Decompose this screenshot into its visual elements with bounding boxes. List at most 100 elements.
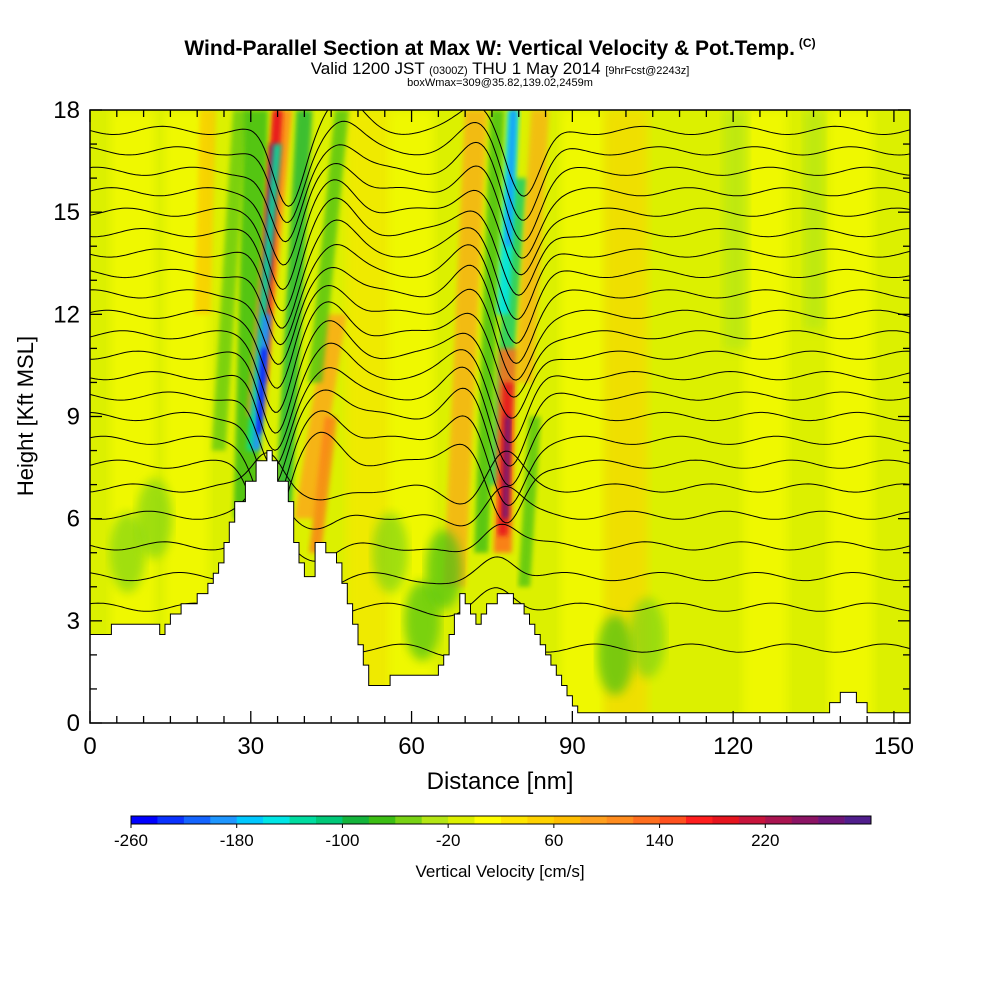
x-tick-label: 30 [237,733,264,760]
box-info: boxWmax=309@35.82,139.02,2459m [407,77,593,89]
colorbar-tick-label: 140 [645,831,673,850]
colorbar-swatch [368,816,396,824]
velocity-patch [136,478,173,559]
colorbar-swatch [580,816,608,824]
texture-streak [802,110,825,330]
theta-contour [90,342,910,451]
downdraft-band [274,110,313,519]
x-tick-label: 150 [874,733,914,760]
updraft-band [309,416,338,553]
theta-contour [90,179,910,291]
colorbar-swatch [316,816,343,824]
downdraft-band [308,110,349,383]
theta-contour [90,243,910,346]
theta-contour [90,387,910,488]
x-tick-label: 60 [398,733,425,760]
colorbar-swatch [686,816,713,824]
colorbar-tick-label: -260 [114,831,148,850]
texture-streak [561,110,606,723]
colorbar-swatch [157,816,185,824]
colorbar-swatch [818,816,845,824]
velocity-patch [109,512,146,593]
velocity-patch [404,580,441,661]
valid-utc: (0300Z) [429,65,468,77]
colorbar-swatch [183,816,211,824]
forecast-info: [9hrFcst@2243z] [605,65,690,77]
colorbar-swatch [236,816,264,824]
updraft-band [294,314,347,519]
y-tick-label: 0 [67,710,80,737]
colorbar-swatch [712,816,740,824]
theta-contour [90,120,910,223]
theta-contour [90,366,910,468]
x-tick-label: 120 [713,733,753,760]
colorbar-swatch [791,816,819,824]
theta-contour [90,141,910,243]
colorbar: -260 -180 -100 -20 60 140 220 [114,815,872,850]
downdraft-band [518,416,541,587]
texture-streak [110,110,155,723]
y-tick-label: 6 [67,506,80,533]
colorbar-frame [130,815,872,825]
copyright-mark: (C) [798,36,816,50]
velocity-patch [372,512,409,593]
colorbar-label: Vertical Velocity [cm/s] [415,862,585,881]
theta-contour [90,219,910,329]
colorbar-swatch [263,816,290,824]
colorbar-swatch [527,816,555,824]
colorbar-swatch [210,816,238,824]
colorbar-swatch [765,816,793,824]
texture-streak [722,110,749,350]
theta-contour [90,162,910,266]
y-axis: 0 3 6 9 12 15 18 [53,97,910,737]
y-tick-label: 12 [53,301,80,328]
updraft-band [443,110,487,587]
colorbar-tick-label: 220 [751,831,779,850]
colorbar-tick-label: -20 [436,831,461,850]
potential-temperature-contours [90,110,910,657]
texture-streak [743,110,788,723]
terrain-mask [90,450,910,723]
colorbar-swatch [606,816,634,824]
texture-streak [829,110,874,723]
colorbar-swatch [738,816,766,824]
colorbar-swatch [448,816,475,824]
colorbar-swatch [553,816,581,824]
downdraft-band [211,110,248,451]
theta-contour [90,264,910,365]
x-axis: 0 30 60 90 120 150 [83,110,914,760]
colorbar-swatch [289,816,317,824]
downdraft-core [256,348,267,434]
plot-area [90,110,910,723]
chart-title: Wind-Parallel Section at Max W: Vertical… [184,36,816,60]
y-tick-label: 9 [67,404,80,431]
y-tick-label: 18 [53,97,80,124]
x-tick-label: 0 [83,733,96,760]
colorbar-swatch [844,816,872,824]
x-axis-label: Distance [nm] [427,768,574,795]
y-tick-label: 3 [67,608,80,635]
theta-contour [90,320,910,434]
theta-contour [90,431,910,540]
valid-date: THU 1 May 2014 [472,59,601,78]
theta-contour [90,110,910,207]
theta-contour [90,410,910,516]
theta-contour [90,301,910,413]
colorbar-swatch [131,816,158,824]
theta-contour [90,479,910,530]
velocity-patch [425,529,462,610]
colorbar-swatch [659,816,687,824]
colorbar-swatch [501,816,528,824]
valid-prefix: Valid 1200 JST [310,59,425,78]
y-axis-label: Height [Kft MSL] [13,336,38,496]
theta-contour [90,197,910,312]
colorbar-swatch [395,816,423,824]
velocity-patch [629,597,666,678]
chart-subtitle: Valid 1200 JST (0300Z) THU 1 May 2014 [9… [0,59,1000,79]
colorbar-swatch [421,816,449,824]
theta-contour [90,284,910,389]
velocity-patch [597,614,634,695]
y-tick-label: 15 [53,199,80,226]
colorbar-swatch [633,816,660,824]
